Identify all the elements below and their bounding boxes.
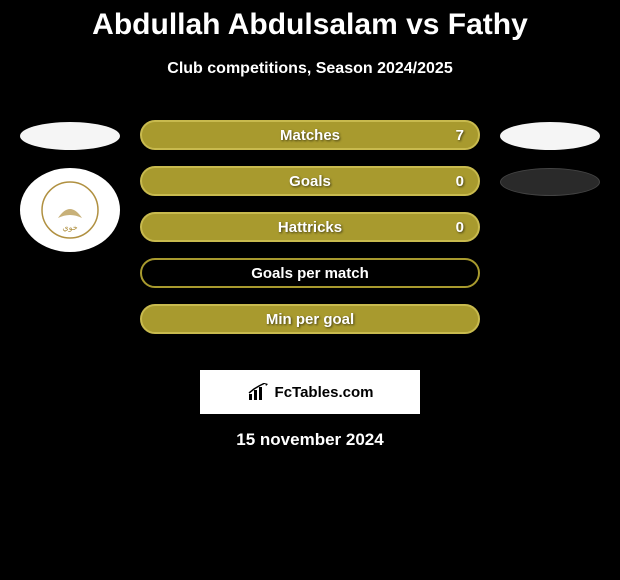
stat-pill-goals: Goals 0 — [140, 166, 480, 196]
svg-text:خوي: خوي — [62, 223, 77, 232]
brand-text: FcTables.com — [275, 384, 374, 401]
left-badges-column: خوي — [10, 122, 130, 252]
subtitle: Club competitions, Season 2024/2025 — [0, 60, 620, 78]
stat-pill-hattricks: Hattricks 0 — [140, 212, 480, 242]
right-ellipse-2 — [500, 168, 600, 196]
date-text: 15 november 2024 — [0, 430, 620, 450]
chart-icon — [247, 383, 269, 401]
left-ellipse-1 — [20, 122, 120, 150]
page-title: Abdullah Abdulsalam vs Fathy — [0, 0, 620, 42]
stat-label: Matches — [280, 127, 340, 144]
right-ellipse-1 — [500, 122, 600, 150]
stat-pill-min-per-goal: Min per goal — [140, 304, 480, 334]
stat-value: 0 — [456, 173, 464, 190]
stat-value: 0 — [456, 219, 464, 236]
stat-pill-goals-per-match: Goals per match — [140, 258, 480, 288]
stat-value: 7 — [456, 127, 464, 144]
brand-bar: FcTables.com — [200, 370, 420, 414]
right-badges-column — [490, 122, 610, 196]
stat-label: Min per goal — [266, 311, 354, 328]
stat-pill-matches: Matches 7 — [140, 120, 480, 150]
stats-column: Matches 7 Goals 0 Hattricks 0 Goals per … — [140, 120, 480, 334]
club-badge: خوي — [20, 168, 120, 252]
stat-label: Hattricks — [278, 219, 342, 236]
stat-label: Goals — [289, 173, 331, 190]
club-logo-icon: خوي — [40, 180, 100, 240]
stat-label: Goals per match — [251, 265, 369, 282]
